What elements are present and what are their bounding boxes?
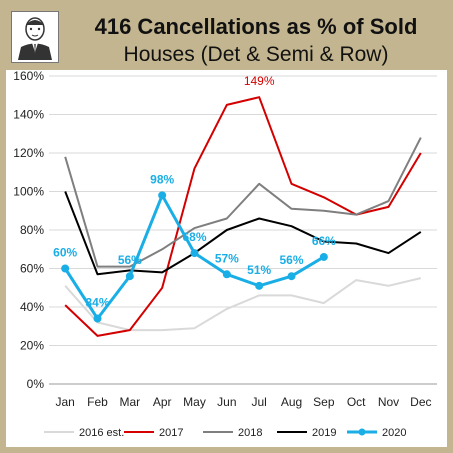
series-2019-line	[64, 191, 422, 276]
y-tick-label: 40%	[20, 300, 44, 314]
y-tick-label: 120%	[13, 146, 44, 160]
data-label: 51%	[247, 263, 271, 277]
series-2017-line	[64, 96, 422, 337]
y-tick-label: 140%	[13, 108, 44, 122]
x-tick-label: Nov	[378, 395, 399, 409]
line-chart: 0% 20% 40% 60% 80% 100% 120% 140% 160% Jan Feb Mar A…	[13, 69, 437, 439]
data-label: 57%	[215, 251, 239, 265]
series-2020-point	[93, 314, 102, 323]
chart-header: 416 Cancellations as % of Sold Houses (D…	[6, 6, 447, 70]
y-tick-label: 60%	[20, 262, 44, 276]
series-2016-est-line	[64, 277, 422, 332]
x-tick-label: May	[183, 395, 206, 409]
chart-title: 416 Cancellations as % of Sold	[94, 14, 418, 39]
legend-2020-label: 2020	[382, 427, 406, 439]
series-2020-point	[287, 272, 296, 281]
data-label: 60%	[53, 246, 77, 260]
data-label: 56%	[279, 253, 303, 267]
x-tick-label: Jul	[251, 395, 266, 409]
portrait-sketch-icon	[18, 17, 52, 60]
series-2020-point	[61, 264, 70, 273]
legend-2016-est-label: 2016 est.	[79, 427, 124, 439]
series-2020-point	[190, 249, 199, 258]
series-2020-point	[319, 252, 328, 261]
x-tick-label: Jun	[217, 395, 236, 409]
x-tick-label: Feb	[87, 395, 108, 409]
chart-subtitle: Houses (Det & Semi & Row)	[123, 43, 389, 66]
x-tick-label: Mar	[119, 395, 140, 409]
x-tick-label: Oct	[347, 395, 366, 409]
series-2018-line	[64, 137, 422, 268]
data-label: 68%	[182, 230, 206, 244]
y-tick-label: 20%	[20, 339, 44, 353]
y-tick-label: 0%	[27, 377, 45, 391]
legend-2020-marker	[358, 428, 366, 436]
data-label: 34%	[85, 296, 109, 310]
y-tick-label: 100%	[13, 185, 44, 199]
data-label: 56%	[118, 253, 142, 267]
y-tick-label: 160%	[13, 70, 44, 83]
legend-2019-label: 2019	[312, 427, 336, 439]
series-2020-point	[255, 281, 264, 290]
legend-2018-label: 2018	[238, 427, 262, 439]
x-tick-label: Dec	[410, 395, 431, 409]
avatar	[11, 11, 59, 63]
x-tick-label: Apr	[153, 395, 172, 409]
series-2020-point	[158, 191, 167, 200]
y-tick-label: 80%	[20, 223, 44, 237]
data-label: 149%	[244, 74, 275, 88]
data-label: 98%	[150, 172, 174, 186]
x-tick-label: Aug	[281, 395, 302, 409]
series-2020-point	[125, 272, 134, 281]
legend-2017-label: 2017	[159, 427, 183, 439]
x-tick-label: Jan	[55, 395, 74, 409]
series-2020-point	[222, 270, 231, 279]
plot-area: 0% 20% 40% 60% 80% 100% 120% 140% 160% Jan Feb Mar A…	[6, 69, 447, 447]
data-label: 66%	[312, 234, 336, 248]
x-tick-label: Sep	[313, 395, 335, 409]
